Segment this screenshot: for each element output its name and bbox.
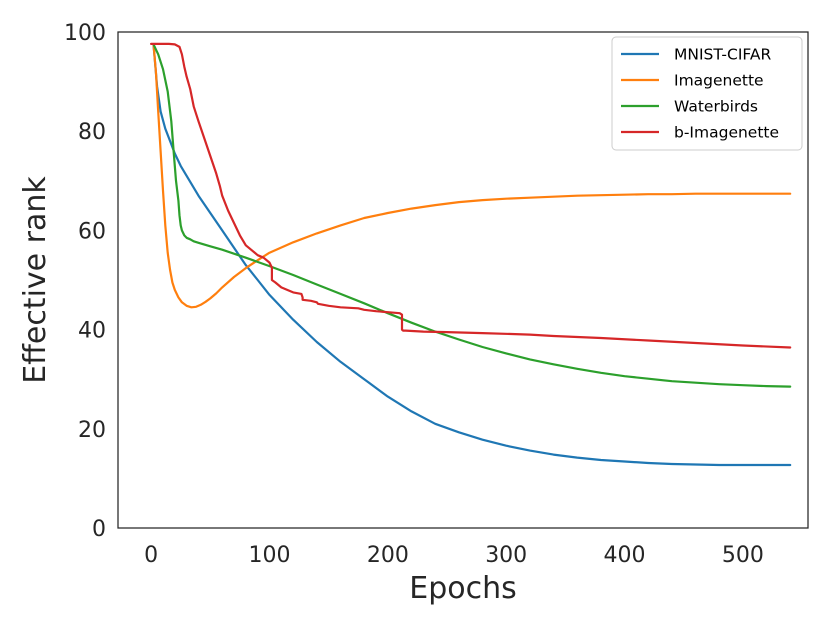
plot-frame — [117, 31, 809, 529]
x-tick-label: 100 — [248, 543, 290, 568]
series-line-imagenette — [152, 43, 792, 309]
y-tick-label: 20 — [78, 418, 106, 443]
legend-label: Imagenette — [674, 72, 764, 90]
x-tick-label: 300 — [485, 543, 527, 568]
x-tick-label: 200 — [367, 543, 409, 568]
plot-lines — [150, 42, 792, 467]
y-tick-label: 100 — [64, 21, 106, 46]
y-tick-label: 80 — [78, 120, 106, 145]
x-tick-labels: 0 100 200 300 400 500 — [144, 543, 764, 568]
y-axis-label: Effective rank — [18, 176, 53, 384]
series-line-waterbirds — [152, 43, 792, 388]
x-tick-label: 400 — [604, 543, 646, 568]
legend-label: b-Imagenette — [674, 124, 779, 142]
y-tick-label: 0 — [92, 517, 106, 542]
legend-label: Waterbirds — [674, 98, 758, 116]
y-tick-label: 40 — [78, 319, 106, 344]
legend-box — [611, 36, 803, 151]
series-line-mnist-cifar — [152, 43, 792, 467]
legend: MNIST-CIFAR Imagenette Waterbirds b-Imagene… — [611, 36, 803, 151]
x-tick-label: 500 — [722, 543, 764, 568]
x-axis-label: Epochs — [409, 571, 517, 606]
x-tick-label: 0 — [144, 543, 158, 568]
y-tick-label: 60 — [78, 219, 106, 244]
legend-label: MNIST-CIFAR — [674, 46, 772, 64]
y-tick-labels: 0 20 40 60 80 100 — [64, 21, 106, 542]
series-line-b-imagenette — [150, 42, 792, 349]
